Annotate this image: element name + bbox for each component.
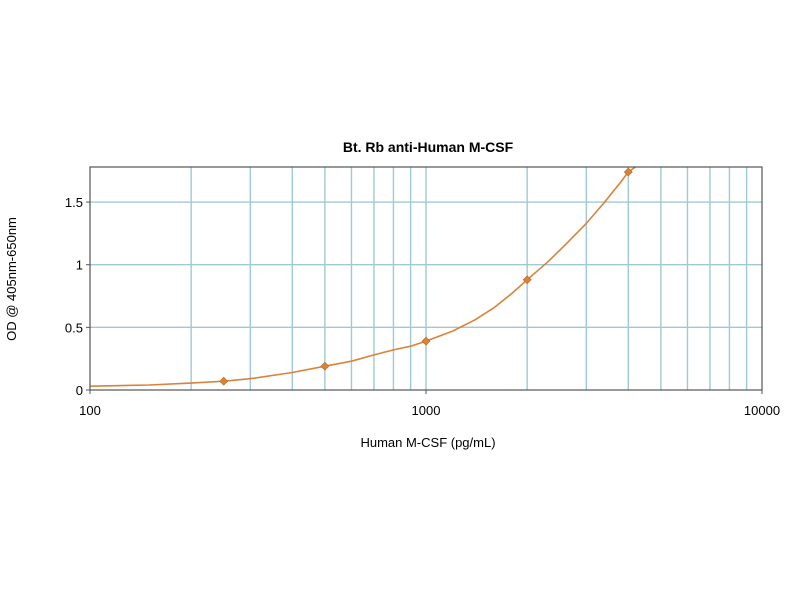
x-tick-label: 100 bbox=[79, 403, 101, 418]
x-tick-label: 1000 bbox=[412, 403, 441, 418]
data-points bbox=[219, 167, 633, 386]
y-tick-label: 0 bbox=[76, 383, 83, 398]
grid bbox=[90, 167, 762, 390]
fit-curve-layer bbox=[89, 166, 636, 387]
fit-curve bbox=[89, 166, 636, 387]
x-tick-label: 10000 bbox=[744, 403, 780, 418]
y-axis-label: OD @ 405nm-650nm bbox=[4, 217, 19, 341]
data-point bbox=[522, 275, 532, 285]
chart-title: Bt. Rb anti-Human M-CSF bbox=[343, 139, 514, 155]
y-tick-label: 1 bbox=[76, 258, 83, 273]
data-point bbox=[219, 376, 229, 386]
y-tick-label: 0.5 bbox=[65, 320, 83, 335]
data-point bbox=[623, 167, 633, 177]
ticks: 100 1000 10000 0 0.5 1 1.5 bbox=[65, 195, 780, 418]
x-axis-label: Human M-CSF (pg/mL) bbox=[360, 435, 495, 450]
data-point bbox=[421, 336, 431, 346]
plot-frame bbox=[89, 166, 763, 391]
data-point bbox=[320, 361, 330, 371]
y-tick-label: 1.5 bbox=[65, 195, 83, 210]
